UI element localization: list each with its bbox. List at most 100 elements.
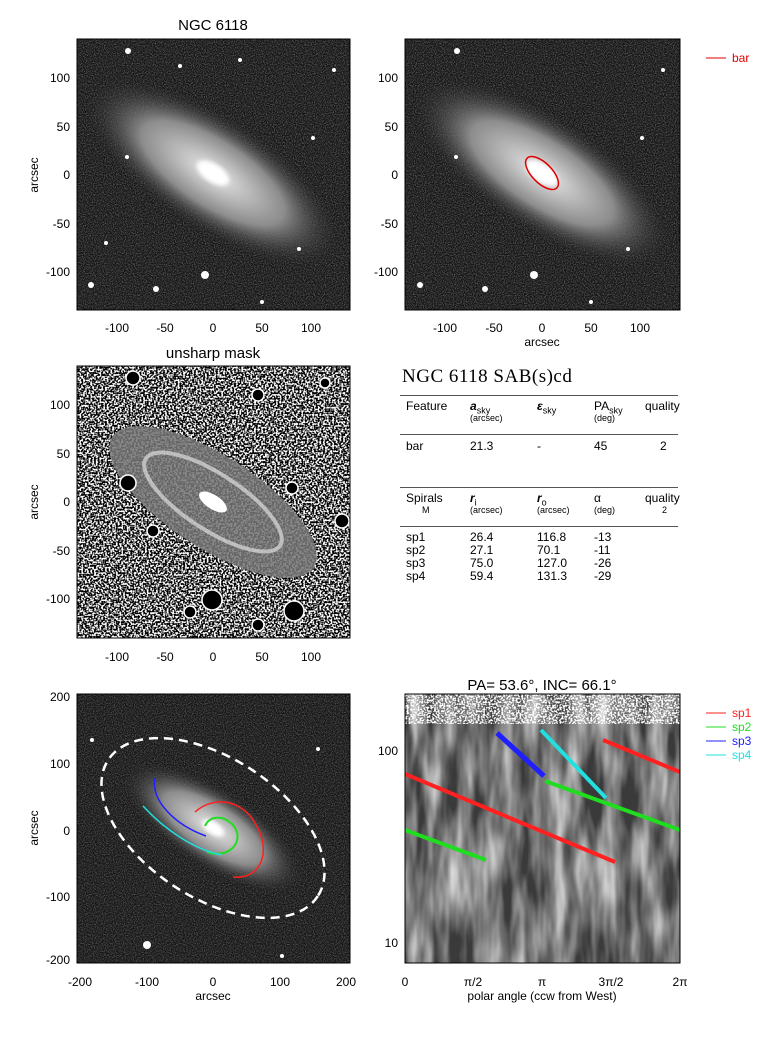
sp-hdr-ro-unit: (arcsec) xyxy=(537,505,570,515)
disk-ellipse xyxy=(100,736,326,920)
svg-text:0: 0 xyxy=(63,495,70,509)
svg-text:-200: -200 xyxy=(46,953,70,967)
legend-sp4: sp4 xyxy=(732,748,752,762)
sp-hdr-alpha-unit: (deg) xyxy=(594,505,616,515)
p3-title: unsharp mask xyxy=(166,345,261,362)
sp3-arm xyxy=(153,777,207,837)
p6-xticks: 0 π/2 π 3π/2 2π xyxy=(402,975,688,989)
panel-unsharp-mask: unsharp mask arcsec -100 -50 0 50 100 10… xyxy=(27,345,351,664)
sp-hdr-alpha: α xyxy=(594,491,601,505)
bar-hdr-pa-unit: (deg) xyxy=(594,413,616,423)
sp2-line-b xyxy=(544,779,680,832)
p5-xlabel: arcsec xyxy=(195,989,230,1003)
svg-text:100: 100 xyxy=(50,398,70,412)
p6-yticks: 100 10 xyxy=(378,744,398,950)
sp-hdr-spirals: Spirals xyxy=(406,491,443,505)
p3-ylabel: arcsec xyxy=(27,484,41,519)
svg-text:-100: -100 xyxy=(135,975,159,989)
bar-hdr-eps: εsky xyxy=(537,399,557,416)
bar-row-a: 21.3 xyxy=(470,439,494,453)
p1-title: NGC 6118 xyxy=(178,17,248,34)
bar-row-quality: 2 xyxy=(660,439,667,453)
bar-hdr-a-unit: (arcsec) xyxy=(470,413,503,423)
p1-xticks: -100 -50 0 50 100 xyxy=(105,321,321,335)
svg-text:3π/2: 3π/2 xyxy=(599,975,624,989)
bar-row-eps: - xyxy=(537,439,541,453)
spiral-legend: sp1 sp2 sp3 sp4 xyxy=(706,706,752,762)
svg-text:50: 50 xyxy=(255,321,269,335)
svg-text:100: 100 xyxy=(378,744,398,758)
svg-text:200: 200 xyxy=(50,690,70,704)
panel-spiral-overlay: arcsec -200 -100 0 100 200 arcsec 200 10… xyxy=(27,690,356,1003)
svg-text:-100: -100 xyxy=(105,650,129,664)
svg-text:200: 200 xyxy=(336,975,356,989)
svg-text:0: 0 xyxy=(210,975,217,989)
svg-text:0: 0 xyxy=(210,650,217,664)
svg-text:-100: -100 xyxy=(433,321,457,335)
svg-text:100: 100 xyxy=(50,71,70,85)
bar-ellipse xyxy=(524,155,560,191)
p3-yticks: 100 50 0 -50 -100 xyxy=(46,398,70,606)
svg-text:-50: -50 xyxy=(156,321,174,335)
p6-title: PA= 53.6°, INC= 66.1° xyxy=(467,677,616,694)
p2-yticks: 100 50 0 -50 -100 xyxy=(374,71,398,279)
svg-text:100: 100 xyxy=(301,650,321,664)
svg-text:-50: -50 xyxy=(53,217,71,231)
p1-yticks: 100 50 0 -50 -100 xyxy=(46,71,70,279)
svg-text:50: 50 xyxy=(57,120,71,134)
p3-xticks: -100 -50 0 50 100 xyxy=(105,650,321,664)
p6-xlabel: polar angle (ccw from West) xyxy=(467,989,616,1003)
sp1-line-b xyxy=(602,738,680,774)
svg-text:100: 100 xyxy=(378,71,398,85)
sp3-line xyxy=(495,731,546,778)
svg-text:-100: -100 xyxy=(105,321,129,335)
p2-xticks: -100 -50 0 50 100 xyxy=(433,321,650,335)
svg-text:50: 50 xyxy=(385,120,399,134)
legend-sp3: sp3 xyxy=(732,734,752,748)
svg-text:0: 0 xyxy=(63,168,70,182)
svg-text:-50: -50 xyxy=(381,217,399,231)
sp-hdr-m: M xyxy=(422,505,430,515)
svg-text:50: 50 xyxy=(584,321,598,335)
bar-hdr-pa: PAsky xyxy=(594,399,623,416)
svg-text:π/2: π/2 xyxy=(464,975,483,989)
sp-hdr-quality: quality xyxy=(645,491,680,505)
panel-bar-fit: -100 -50 0 50 100 arcsec 100 50 0 -50 -1… xyxy=(374,38,749,349)
svg-text:100: 100 xyxy=(301,321,321,335)
svg-text:-50: -50 xyxy=(53,544,71,558)
sp-hdr-ri: ri xyxy=(470,491,477,508)
p5-xticks: -200 -100 0 100 200 xyxy=(68,975,356,989)
svg-text:0: 0 xyxy=(391,168,398,182)
sp1-line-a xyxy=(405,772,616,864)
svg-text:-100: -100 xyxy=(46,592,70,606)
svg-text:100: 100 xyxy=(270,975,290,989)
svg-text:0: 0 xyxy=(63,824,70,838)
sp2-line-a xyxy=(405,828,487,862)
svg-text:0: 0 xyxy=(402,975,409,989)
svg-text:50: 50 xyxy=(57,447,71,461)
panel-polar-unwrap: PA= 53.6°, INC= 66.1° 0 π/2 π 3π/2 2π po… xyxy=(378,677,752,1003)
p2-xlabel: arcsec xyxy=(524,335,559,349)
p1-ylabel: arcsec xyxy=(27,157,41,192)
sp4-arm xyxy=(142,805,223,856)
svg-text:-100: -100 xyxy=(374,265,398,279)
svg-text:100: 100 xyxy=(50,757,70,771)
bar-legend: bar xyxy=(706,51,749,65)
svg-text:10: 10 xyxy=(385,936,399,950)
p5-yticks: 200 100 0 -100 -200 xyxy=(46,690,70,967)
svg-text:-100: -100 xyxy=(46,265,70,279)
sp-hdr-ro: ro xyxy=(537,491,547,508)
svg-text:2π: 2π xyxy=(673,975,688,989)
sp-hdr-quality-val: 2 xyxy=(662,505,668,515)
bar-hdr-feature: Feature xyxy=(406,399,448,413)
sp2-arm xyxy=(204,816,239,855)
bar-hdr-a: asky xyxy=(470,399,491,416)
legend-sp2: sp2 xyxy=(732,720,752,734)
svg-text:-200: -200 xyxy=(68,975,92,989)
bar-row-feature: bar xyxy=(406,439,424,453)
svg-text:-50: -50 xyxy=(156,650,174,664)
svg-text:0: 0 xyxy=(539,321,546,335)
sp4-line xyxy=(539,728,608,800)
svg-text:0: 0 xyxy=(210,321,217,335)
